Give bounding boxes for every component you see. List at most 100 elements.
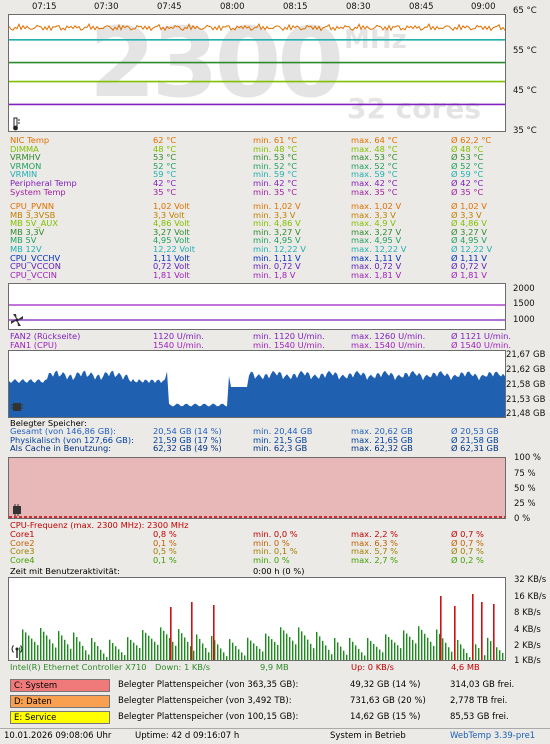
network-down-bar — [388, 636, 390, 660]
network-down-bar — [211, 635, 213, 660]
memory-y-tick-label: 21,48 GB — [506, 409, 546, 419]
core-avg: Ø 0,2 % — [451, 554, 484, 565]
sensor-min: min. 61 °C — [253, 135, 298, 145]
network-down-bar — [88, 654, 90, 660]
voltage-max: max. 1,11 V — [351, 252, 402, 263]
network-down-bar — [187, 641, 189, 660]
sensor-max: max. 59 °C — [351, 169, 398, 180]
time-tick-label: 07:15 — [32, 2, 57, 12]
drive-row[interactable]: C: System Belegter Plattenspeicher (von 3… — [10, 679, 550, 693]
network-down-bar — [253, 643, 255, 660]
voltage-cur: 0,72 Volt — [153, 261, 190, 272]
network-down-bar — [118, 649, 120, 660]
temp-y-tick-label: 55 °C — [513, 46, 537, 56]
sensor-cur: 59 °C — [153, 169, 177, 180]
drive-free: 314,03 GB frei. — [450, 680, 515, 690]
fan-name: FAN2 (Rückseite) — [10, 331, 81, 341]
network-down-bar — [370, 641, 372, 660]
network-down-bar — [40, 628, 42, 660]
network-down-bar — [250, 640, 252, 660]
core-max: max. 6,3 % — [351, 537, 399, 548]
voltage-max: max. 3,27 V — [351, 226, 402, 237]
core-cur: 0,5 % — [153, 546, 177, 557]
voltage-row: CPU_VCCIN 1,81 Volt min. 1,8 V max. 1,81 V Ø… — [10, 270, 510, 280]
network-down-bar — [427, 637, 429, 660]
voltage-min: min. 0,72 V — [253, 261, 301, 272]
drive-desc: Belegter Plattenspeicher (von 3,492 TB): — [118, 696, 292, 706]
network-down-bar — [178, 629, 180, 660]
drive-used: 14,62 GB (15 %) — [350, 712, 421, 722]
memory-chart — [8, 350, 506, 418]
drive-desc: Belegter Plattenspeicher (von 363,35 GB)… — [118, 680, 299, 690]
drive-row[interactable]: D: Daten Belegter Plattenspeicher (von 3,… — [10, 695, 550, 709]
sensor-cur: 52 °C — [153, 160, 177, 171]
voltage-cur: 3,27 Volt — [153, 226, 190, 237]
network-y-tick-label: 2 KB/s — [514, 641, 541, 651]
status-version-link[interactable]: WebTemp 3.39-pre1 — [450, 731, 536, 741]
network-down-bar — [313, 648, 315, 660]
voltage-cur: 1,02 Volt — [153, 201, 190, 211]
drive-label[interactable]: C: System — [10, 679, 110, 692]
drive-label[interactable]: E: Service — [10, 711, 110, 724]
fan-row: FAN2 (Rückseite) 1120 U/min. min. 1120 U/m… — [10, 331, 511, 341]
voltage-avg: Ø 3,27 V — [451, 226, 487, 237]
core-min: min. 0 % — [253, 537, 290, 548]
sensor-name: Peripheral Temp — [10, 178, 77, 188]
network-down-bar — [418, 626, 420, 660]
voltage-max: max. 1,02 V — [351, 201, 402, 211]
voltage-name: CPU_VCCON — [10, 261, 62, 272]
voltage-max: max. 0,72 V — [351, 261, 402, 272]
network-down-bar — [487, 637, 489, 660]
network-down-bar — [199, 638, 201, 660]
network-down-bar — [280, 627, 282, 660]
memory-cur: 21,59 GB (17 %) — [153, 434, 222, 445]
network-down-bar — [298, 627, 300, 660]
network-down-bar — [403, 630, 405, 660]
voltage-row: CPU_VCCON 0,72 Volt min. 0,72 V max. 0,72 V… — [10, 262, 510, 271]
memory-chip-icon — [11, 401, 23, 413]
core-row: Core3 0,5 % min. 0,1 % max. 5,7 % Ø 0,7 % — [10, 547, 510, 556]
network-down-bar — [184, 637, 186, 660]
temp-y-tick-label: 45 °C — [513, 86, 537, 96]
voltage-row: MB 5V_AUX 4,86 Volt min. 4,86 V max. 4,9 V Ø… — [10, 219, 510, 228]
network-y-tick-label: 8 KB/s — [514, 608, 541, 618]
network-down-bar — [367, 637, 369, 660]
network-down-bar — [205, 647, 207, 660]
time-tick-label: 08:30 — [346, 2, 371, 12]
sensor-name: VRMIN — [10, 169, 38, 180]
network-down-bar — [328, 649, 330, 660]
network-down-bar — [73, 632, 75, 660]
status-uptime: Uptime: 42 d 09:16:07 h — [135, 731, 240, 741]
voltage-avg: Ø 1,11 V — [451, 252, 487, 263]
network-down-bar — [301, 631, 303, 660]
core-cur: 0,1 % — [153, 537, 177, 548]
voltage-cur: 12,22 Volt — [153, 244, 196, 254]
sensor-min: min. 48 °C — [253, 143, 298, 154]
network-down-bar — [160, 627, 162, 660]
network-summary: Intel(R) Ethernet Controller X710 Down: … — [10, 662, 480, 672]
memory-y-tick-label: 21,53 GB — [506, 395, 546, 405]
temp-y-tick-label: 65 °C — [513, 6, 537, 16]
network-down-bar — [175, 645, 177, 660]
fan-avg: Ø 1540 U/min. — [451, 339, 512, 350]
temp-y-tick-label: 35 °C — [513, 126, 537, 136]
network-down-bar — [421, 629, 423, 660]
network-down-bar — [103, 653, 105, 660]
network-down-bar — [154, 641, 156, 660]
network-down-bar — [277, 644, 279, 660]
fan-cur: 1120 U/min. — [153, 331, 204, 341]
network-down-bar — [166, 634, 168, 660]
voltage-min: min. 1,02 V — [253, 201, 301, 211]
sensor-row: DIMMA 48 °C min. 48 °C max. 48 °C Ø 48 °C — [10, 143, 510, 154]
network-down-bar — [193, 650, 195, 660]
drive-label[interactable]: D: Daten — [10, 695, 110, 708]
network-down-bar — [145, 632, 147, 660]
cpu-frequency: CPU-Frequenz (max. 2300 MHz): 2300 MHz — [10, 520, 189, 530]
drive-row[interactable]: E: Service Belegter Plattenspeicher (von … — [10, 711, 550, 725]
network-down-bar — [181, 633, 183, 660]
core-name: Core3 — [10, 546, 35, 557]
network-down-bar — [379, 649, 381, 660]
core-row: Core4 0,1 % min. 0 % max. 2,7 % Ø 0,2 % — [10, 554, 510, 565]
memory-avg: Ø 21,58 GB — [451, 434, 499, 445]
thermometer-icon — [11, 117, 21, 131]
